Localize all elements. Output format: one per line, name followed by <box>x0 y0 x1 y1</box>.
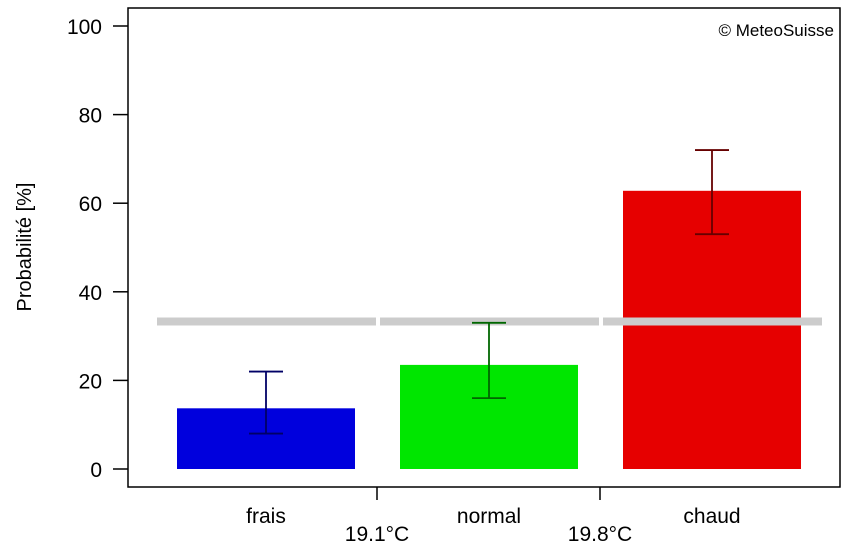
category-label-chaud: chaud <box>683 505 740 528</box>
credit-label: © MeteoSuisse <box>718 21 834 40</box>
y-tick-label-100: 100 <box>67 16 102 39</box>
y-axis-title: Probabilité [%] <box>14 183 36 312</box>
threshold-label-2: 19.8°C <box>568 523 632 546</box>
category-label-normal: normal <box>457 505 521 528</box>
error-bar-frais <box>249 370 283 435</box>
category-label-frais: frais <box>246 505 286 528</box>
threshold-label-1: 19.1°C <box>345 523 409 546</box>
y-tick-label-20: 20 <box>79 370 102 393</box>
x-axis: 19.1°C 19.8°C frais normal chaud <box>246 487 741 546</box>
y-tick-label-40: 40 <box>79 282 102 305</box>
y-axis: 0 20 40 60 80 100 <box>67 16 128 482</box>
y-tick-label-0: 0 <box>90 459 102 482</box>
y-tick-label-80: 80 <box>79 105 102 128</box>
error-bar-normal <box>472 321 506 400</box>
bar-chaud <box>623 190 801 469</box>
y-tick-label-60: 60 <box>79 193 102 216</box>
plot-frame <box>127 7 841 488</box>
bars-layer <box>177 190 801 469</box>
error-bars-layer <box>249 149 729 435</box>
error-bar-chaud <box>695 149 729 236</box>
